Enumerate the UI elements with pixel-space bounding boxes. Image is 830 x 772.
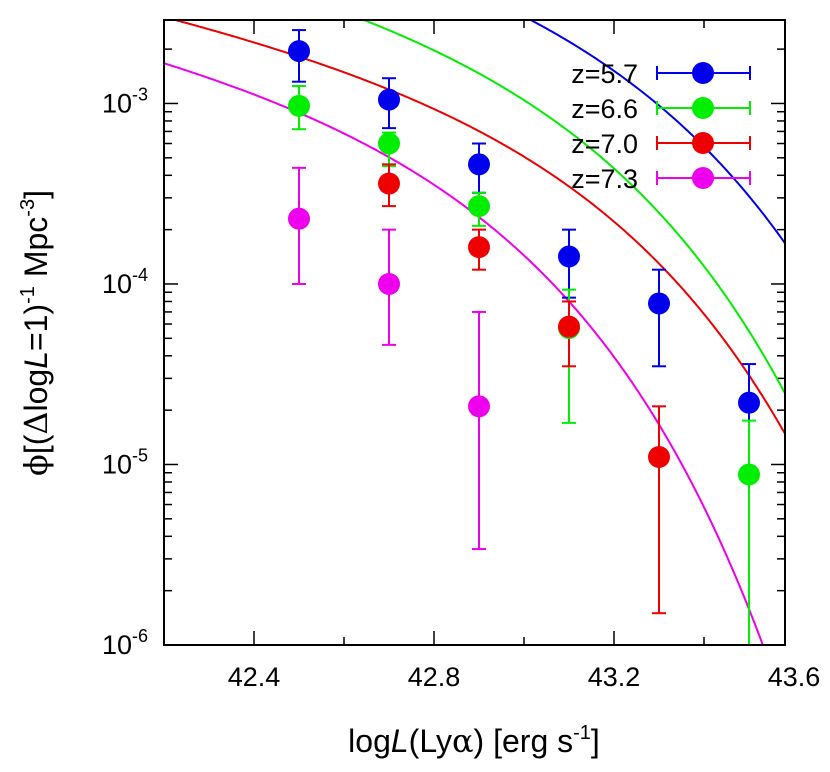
data-point [378,88,400,111]
data-point [468,395,490,418]
legend-marker [692,62,714,84]
legend: z=5.7 z=6.6 z=7.0 z=7.3 [571,59,751,194]
data-point [378,132,400,155]
y-tick-labels: 10-6 10-5 10-4 10-3 [102,84,148,660]
x-tick-label: 42.8 [408,662,461,692]
y-tick-label: 10-3 [102,84,148,118]
data-point [738,391,760,414]
y-tick-label: 10-5 [102,445,148,479]
legend-label: z=6.6 [571,94,638,124]
fit-curve [361,20,785,394]
fit-curve [528,20,785,244]
y-tick-label: 10-6 [102,626,148,660]
data-point [558,245,580,268]
y-tick-label: 10-4 [102,265,148,299]
legend-marker [692,97,714,119]
data-point [378,272,400,295]
legend-label: z=7.3 [571,164,638,194]
legend-label: z=5.7 [571,59,638,89]
data-point [648,446,670,469]
x-tick-label: 43.6 [768,662,821,692]
data-point [738,463,760,486]
x-tick-labels: 42.4 42.8 43.2 43.6 [228,662,821,692]
plot-frame [163,19,786,646]
data-point [648,292,670,315]
data-point [288,40,310,63]
data-point [558,315,580,338]
legend-label: z=7.0 [571,129,638,159]
fit-curve [171,20,785,435]
data-point [378,172,400,195]
fit-curves [164,20,785,645]
data-point [288,94,310,117]
x-tick-label: 42.4 [228,662,281,692]
x-tick-label: 43.2 [588,662,641,692]
data-point [288,207,310,230]
data-point [468,236,490,259]
data-point [468,195,490,218]
data-points [288,40,760,486]
axis-ticks [164,20,785,646]
legend-marker [692,167,714,189]
y-axis-label: ϕ[(ΔlogL=1)-1 Mpc-3] [17,190,55,476]
data-point [468,153,490,176]
legend-marker [692,132,714,154]
x-axis-label: logL(Lyα) [erg s-1] [348,722,600,760]
